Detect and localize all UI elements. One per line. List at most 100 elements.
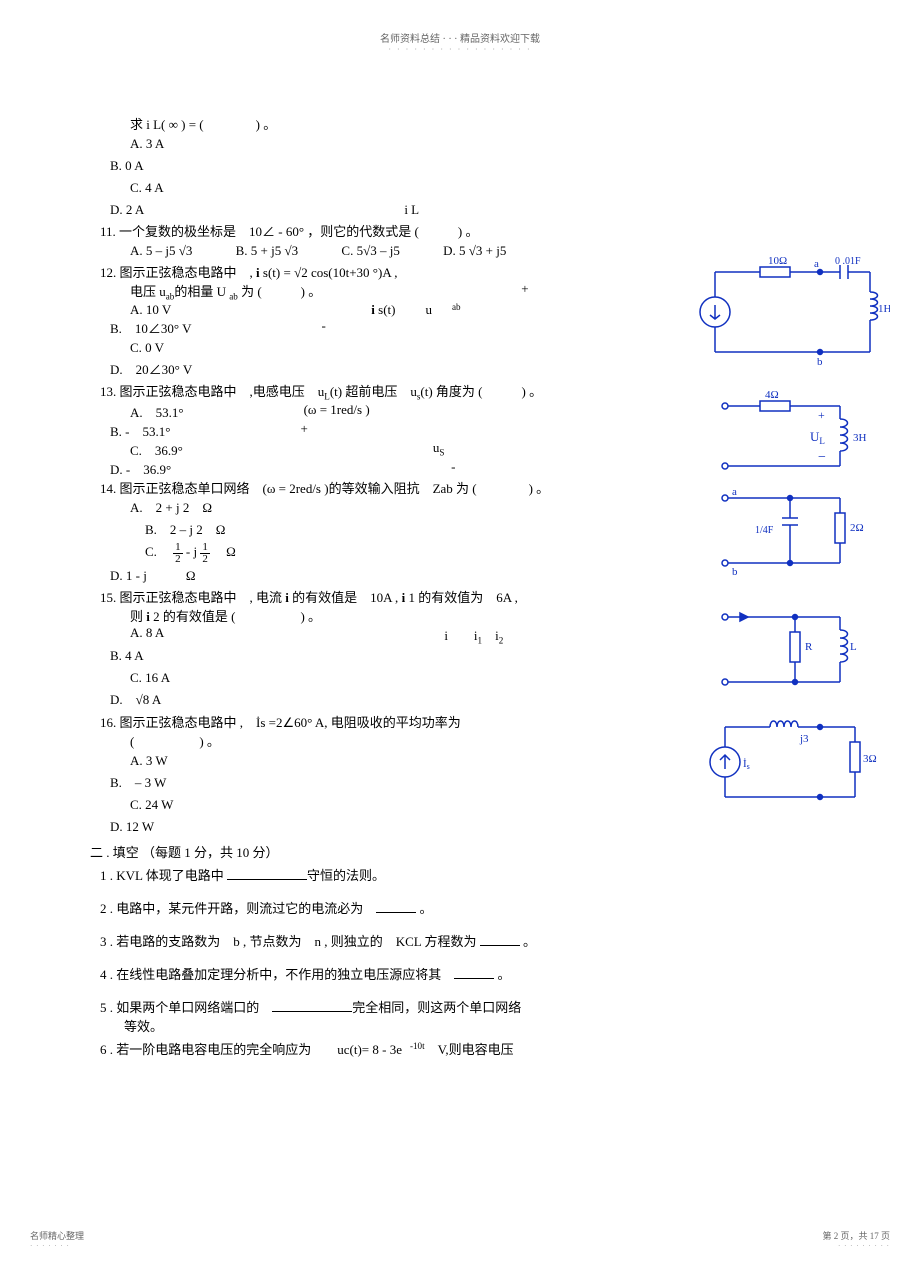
footer: 名师精心整理 · · · · · · · 第 2 页，共 17 页 · · · … — [30, 1229, 890, 1250]
q12-b: B. 10∠30° V — [90, 318, 192, 337]
c14-a: a — [732, 486, 737, 498]
header-line-1: 名师资料总结 · · · 精品资料欢迎下载 — [90, 30, 830, 45]
q14-block: 14. 图示正弦稳态单口网络 (ω = 2red/s )的等效输入阻抗 Zab … — [90, 478, 830, 587]
f3a: 3 . 若电路的支路数为 b , 节点数为 n , 则独立的 KCL 方程数为 — [100, 934, 480, 949]
q14-c-post: Ω — [213, 544, 236, 559]
c13-ul: UL — [810, 429, 825, 446]
c13-minus: − — [818, 450, 826, 465]
q15-block: 15. 图示正弦稳态电路中 , 电流 i 的有效值是 10A , i 1 的有效… — [90, 587, 830, 712]
f5a: 5 . 如果两个单口网络端口的 — [100, 1000, 272, 1015]
q10-stem: 求 i L( ∞ ) = ( ) 。 — [90, 114, 830, 133]
top-header: 名师资料总结 · · · 精品资料欢迎下载 · · · · · · · · · … — [90, 30, 830, 54]
f4b: 。 — [494, 967, 510, 982]
footer-right-2: · · · · · · · · · — [822, 1242, 890, 1250]
f1b: 守恒的法则。 — [307, 868, 385, 883]
q14-c-frac1: 12 — [173, 542, 183, 565]
f1-blank — [227, 866, 307, 880]
q10-d-row: D. 2 A i L — [90, 199, 830, 221]
fill-6: 6 . 若一阶电路电容电压的完全响应为 uc(t)= 8 - 3e-10t V,… — [90, 1039, 830, 1058]
q11-b: B. 5 + j5 √3 — [236, 243, 299, 258]
f2b: 。 — [416, 901, 432, 916]
footer-left-1: 名师精心整理 — [30, 1229, 84, 1242]
page: 名师资料总结 · · · 精品资料欢迎下载 · · · · · · · · · … — [0, 0, 920, 1260]
q14-c-pre: C. — [145, 544, 170, 559]
fill-1: 1 . KVL 体现了电路中 守恒的法则。 — [90, 865, 830, 884]
circuit-13: 4Ω + UL − 3H — [710, 391, 880, 481]
c13-plus: + — [818, 408, 825, 422]
f2a: 2 . 电路中，某元件开路，则流过它的电流必为 — [100, 901, 376, 916]
q13-c: C. 36.9° — [90, 440, 183, 459]
q11-d: D. 5 √3 + j5 — [443, 243, 506, 258]
footer-right: 第 2 页，共 17 页 · · · · · · · · · — [822, 1229, 890, 1250]
footer-right-1: 第 2 页，共 17 页 — [822, 1229, 890, 1242]
q10-opt-c: C. 4 A — [90, 177, 830, 199]
q13-minus: - — [451, 459, 455, 478]
q13-a: A. 53.1° — [90, 402, 184, 421]
q13-block: 13. 图示正弦稳态电路中 ,电感电压 uL(t) 超前电压 us(t) 角度为… — [90, 381, 830, 478]
q16-block: 16. 图示正弦稳态电路中 , İs =2∠60° A, 电阻吸收的平均功率为 … — [90, 712, 830, 838]
f5b: 完全相同，则这两个单口网络 — [352, 1000, 521, 1015]
f3b: 。 — [520, 934, 536, 949]
q13-w: (ω = 1red/s ) — [304, 402, 370, 421]
q16-d: D. 12 W — [90, 816, 830, 838]
q14-c-frac2: 12 — [200, 542, 210, 565]
c12-l-label: 1H — [878, 303, 890, 315]
c13-r-label: 4Ω — [765, 391, 779, 401]
q13-d: D. - 36.9° — [90, 459, 171, 478]
q11-stem: 11. 一个复数的极坐标是 10∠ - 60° ，则它的代数式是 ( ) 。 — [90, 221, 830, 240]
q15-d-pre: D. — [110, 692, 136, 707]
c15-r: R — [805, 641, 813, 653]
c14-b: b — [732, 566, 738, 578]
content: 求 i L( ∞ ) = ( ) 。 A. 3 A B. 0 A C. 4 A … — [90, 114, 830, 1058]
fill-4: 4 . 在线性电路叠加定理分析中，不作用的独立电压源应将其 。 — [90, 964, 830, 983]
q12-a: A. 10 V — [90, 302, 171, 318]
q15-notes: i i1 i2 — [444, 625, 503, 646]
c12-r-label: 10Ω — [768, 257, 787, 267]
c12-c-label: 0 .01F — [835, 257, 861, 267]
q12-u: u — [426, 302, 433, 318]
q13-us: uS — [433, 440, 445, 459]
q11-a: A. 5 – j5 √3 — [130, 243, 192, 258]
section2-title: 二 . 填空 （每题 1 分，共 10 分） — [90, 842, 830, 861]
q11-c: C. 5√3 – j5 — [341, 243, 399, 258]
c13-l-label: 3H — [853, 432, 867, 444]
q10-opt-a: A. 3 A — [90, 133, 830, 155]
q12-ab: ab — [452, 302, 461, 318]
f1a: 1 . KVL 体现了电路中 — [100, 868, 227, 883]
c16-j: j3 — [799, 733, 809, 745]
q10-opt-b: B. 0 A — [90, 155, 830, 177]
c12-a-label: a — [814, 258, 819, 270]
header-line-2: · · · · · · · · · · · · · · · · · — [90, 45, 830, 54]
footer-left: 名师精心整理 · · · · · · · — [30, 1229, 84, 1250]
f4a: 4 . 在线性电路叠加定理分析中，不作用的独立电压源应将其 — [100, 967, 454, 982]
circuit-12: 10Ω a 0 .01F 1H b — [690, 257, 890, 367]
footer-left-2: · · · · · · · — [30, 1242, 84, 1250]
q12-plus: + — [521, 281, 528, 302]
circuit-15: R L — [710, 602, 880, 697]
c15-l: L — [850, 641, 857, 653]
f2-blank — [376, 899, 416, 913]
q12-is: i s(t) — [371, 302, 395, 318]
f4-blank — [454, 965, 494, 979]
fill-2: 2 . 电路中，某元件开路，则流过它的电流必为 。 — [90, 898, 830, 917]
f5-blank — [272, 998, 352, 1012]
circuit-14: a 1/4F 2Ω b — [710, 483, 880, 583]
fill-3: 3 . 若电路的支路数为 b , 节点数为 n , 则独立的 KCL 方程数为 … — [90, 931, 830, 950]
q12-minus: - — [322, 318, 326, 337]
c14-r: 2Ω — [850, 522, 864, 534]
c16-r: 3Ω — [863, 753, 877, 765]
circuit-16: j3 İs 3Ω — [695, 712, 885, 812]
q10-note: i L — [404, 199, 419, 221]
q10-opt-d: D. 2 A — [90, 199, 144, 221]
f3-blank — [480, 932, 520, 946]
q12-stem2: 电压 uab的相量 U ab 为 ( ) 。 — [90, 281, 321, 302]
c14-c: 1/4F — [755, 525, 774, 536]
q15-d-post: A — [149, 692, 161, 707]
c16-is: İs — [743, 758, 750, 771]
q13-plus: + — [300, 421, 307, 440]
fill-5: 5 . 如果两个单口网络端口的 完全相同，则这两个单口网络 — [90, 997, 830, 1016]
q13-b: B. - 53.1° — [90, 421, 170, 440]
c12-b-label: b — [817, 356, 823, 367]
q12-block: 12. 图示正弦稳态电路中 , i s(t) = √2 cos(10t+30 °… — [90, 262, 830, 381]
fill-5c: 等效。 — [90, 1016, 830, 1035]
